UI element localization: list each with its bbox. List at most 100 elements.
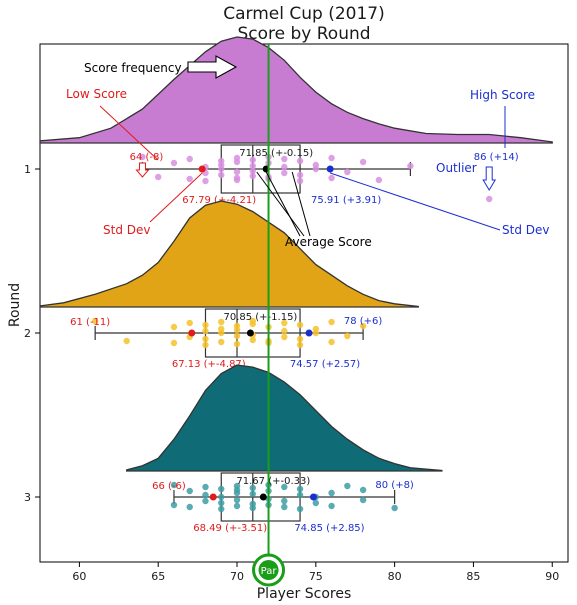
score-point bbox=[328, 154, 335, 162]
plot-area: 60 65 70 75 80 85 90 1 2 3 64 (-8) 86 (+14) 71.85 (+… bbox=[24, 36, 569, 587]
mean-label: 70.85 (+-1.15) bbox=[223, 312, 297, 323]
x-tick-label: 75 bbox=[309, 570, 323, 583]
y-tick-label: 1 bbox=[24, 163, 31, 176]
score-point bbox=[218, 161, 225, 169]
score-point bbox=[170, 159, 178, 167]
annotation-std-dev-right: Std Dev bbox=[502, 223, 549, 237]
x-tick-label: 70 bbox=[230, 570, 244, 583]
mean-label: 71.85 (+-0.15) bbox=[239, 148, 313, 159]
average-score-pointer-1 bbox=[265, 171, 301, 237]
score-point bbox=[186, 503, 193, 511]
x-tick-label: 85 bbox=[466, 570, 480, 583]
score-point bbox=[170, 323, 178, 331]
std-low-label: 67.13 (+-4.87) bbox=[172, 359, 246, 370]
score-point bbox=[296, 171, 304, 179]
score-point bbox=[344, 332, 351, 340]
density-cloud-round-3 bbox=[126, 364, 443, 472]
score-point bbox=[186, 175, 193, 183]
score-point bbox=[218, 338, 225, 346]
score-point bbox=[281, 497, 288, 505]
score-point bbox=[202, 497, 209, 505]
chart-title: Carmel Cup (2017) bbox=[223, 4, 385, 24]
score-point bbox=[186, 155, 193, 163]
score-point bbox=[218, 493, 225, 501]
std-dev-left-pointer bbox=[149, 172, 203, 223]
y-axis-label: Round bbox=[7, 283, 23, 327]
score-point bbox=[375, 176, 383, 184]
plot-frame bbox=[39, 43, 569, 563]
score-point bbox=[296, 485, 304, 493]
score-point bbox=[281, 327, 288, 335]
score-point bbox=[344, 482, 351, 490]
score-point bbox=[281, 333, 288, 341]
score-point bbox=[249, 162, 256, 170]
score-point bbox=[233, 326, 241, 334]
high-score-label: 86 (+14) bbox=[474, 152, 519, 163]
score-point bbox=[296, 177, 304, 185]
average-score-pointer-2 bbox=[256, 171, 305, 237]
score-point bbox=[281, 163, 288, 171]
score-point bbox=[249, 167, 256, 175]
std-high-marker bbox=[309, 493, 317, 501]
std-high-marker bbox=[305, 329, 313, 337]
score-point bbox=[328, 318, 335, 326]
score-point bbox=[218, 325, 225, 333]
chart-subtitle: Score by Round bbox=[237, 24, 370, 44]
score-point bbox=[233, 486, 241, 494]
x-tick-label: 90 bbox=[545, 570, 559, 583]
score-point bbox=[202, 335, 209, 343]
score-point bbox=[296, 341, 304, 349]
score-point bbox=[186, 319, 193, 327]
score-point bbox=[281, 503, 288, 511]
score-point bbox=[296, 505, 304, 513]
score-point bbox=[249, 336, 256, 344]
score-point bbox=[233, 176, 241, 184]
outlier-arrow bbox=[482, 166, 497, 191]
outlier-point bbox=[485, 195, 493, 203]
score-point bbox=[233, 496, 241, 504]
y-tick-label: 2 bbox=[24, 327, 31, 340]
score-point bbox=[359, 496, 367, 504]
score-point bbox=[249, 317, 256, 325]
std-high-marker bbox=[326, 165, 334, 173]
score-point bbox=[249, 490, 256, 498]
score-point bbox=[249, 484, 256, 492]
average-score-pointer-3 bbox=[291, 171, 311, 237]
score-point bbox=[218, 485, 225, 493]
score-point bbox=[249, 156, 256, 164]
score-point bbox=[155, 173, 162, 181]
score-point bbox=[202, 483, 209, 491]
std-high-label: 75.91 (+3.91) bbox=[311, 195, 381, 206]
y-tick-label: 3 bbox=[24, 491, 31, 504]
score-point bbox=[281, 169, 288, 177]
annotation-score-frequency: Score frequency bbox=[84, 61, 182, 75]
score-point bbox=[202, 327, 209, 335]
score-point bbox=[202, 177, 209, 185]
mean-marker bbox=[259, 493, 267, 501]
score-point bbox=[281, 483, 288, 491]
score-point bbox=[233, 502, 241, 510]
score-point bbox=[139, 153, 146, 161]
score-point bbox=[328, 174, 335, 182]
std-low-marker bbox=[198, 165, 206, 173]
score-point bbox=[391, 504, 398, 512]
density-cloud-round-2 bbox=[39, 200, 419, 308]
mean-marker bbox=[246, 329, 254, 337]
std-dev-right-pointer bbox=[330, 172, 501, 231]
score-point bbox=[233, 340, 241, 348]
score-point bbox=[296, 491, 304, 499]
std-low-label: 67.79 (+-4.21) bbox=[182, 195, 256, 206]
score-point bbox=[218, 171, 225, 179]
score-point bbox=[249, 500, 256, 508]
std-high-label: 74.85 (+2.85) bbox=[294, 523, 364, 534]
std-high-label: 74.57 (+2.57) bbox=[290, 359, 360, 370]
score-point bbox=[233, 168, 241, 176]
score-point bbox=[233, 332, 241, 340]
score-point bbox=[202, 491, 209, 499]
score-point bbox=[407, 162, 414, 170]
score-point bbox=[281, 155, 288, 163]
score-point bbox=[281, 319, 288, 327]
high-score-label: 80 (+8) bbox=[375, 480, 414, 491]
score-point bbox=[170, 501, 178, 509]
